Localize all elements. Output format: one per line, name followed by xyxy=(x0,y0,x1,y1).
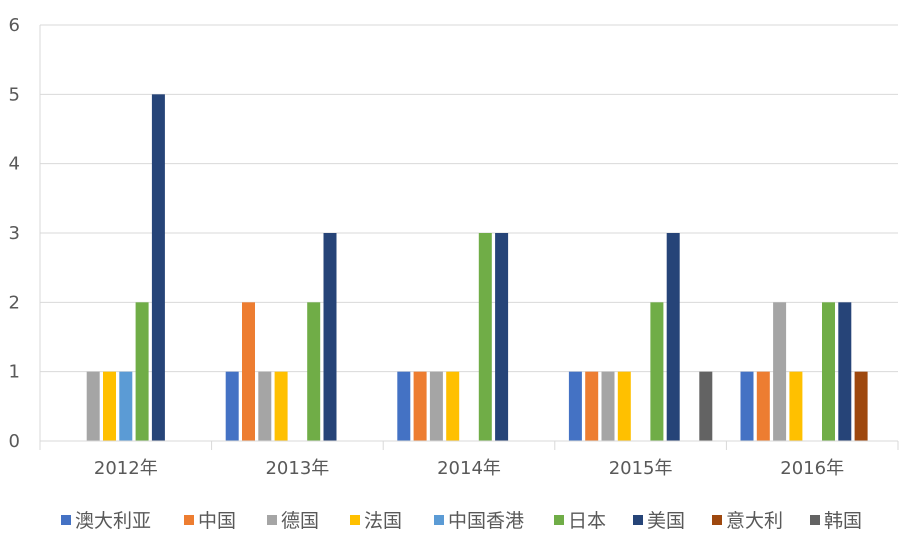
bar xyxy=(740,371,754,441)
bar xyxy=(666,233,680,441)
y-tick-label: 6 xyxy=(9,15,20,36)
bar xyxy=(397,371,411,441)
legend: 澳大利亚 中国 德国 法国 中国香港 日本 美国 意大利 韩国 xyxy=(61,510,862,532)
bar xyxy=(773,302,787,441)
bar xyxy=(258,371,272,441)
bar xyxy=(650,302,664,441)
bar xyxy=(854,371,868,441)
bar xyxy=(429,371,443,441)
bar xyxy=(242,302,255,441)
x-tick-label: 2014年 xyxy=(437,458,501,479)
legend-label: 韩国 xyxy=(824,510,862,532)
x-axis: 2012年 2013年 2014年 2015年 2016年 xyxy=(39,25,899,479)
legend-swatch xyxy=(267,515,277,525)
y-tick-label: 1 xyxy=(9,362,20,383)
legend-swatch xyxy=(434,515,444,525)
bar xyxy=(103,371,116,441)
legend-swatch xyxy=(350,515,360,525)
legend-label: 日本 xyxy=(568,510,606,532)
legend-swatch xyxy=(810,515,820,525)
bar xyxy=(478,233,492,441)
legend-swatch xyxy=(633,515,643,525)
y-tick-label: 2 xyxy=(9,292,20,313)
legend-label: 法国 xyxy=(364,510,402,532)
bars xyxy=(86,94,868,441)
bar xyxy=(838,302,852,441)
bar xyxy=(601,371,615,441)
legend-label: 中国香港 xyxy=(448,510,524,532)
legend-swatch xyxy=(184,515,194,525)
bar xyxy=(86,371,100,441)
bar xyxy=(617,371,631,441)
legend-label: 美国 xyxy=(647,510,685,532)
bar xyxy=(413,371,427,441)
bar xyxy=(789,371,803,441)
bar xyxy=(699,371,713,441)
legend-label: 中国 xyxy=(198,510,236,532)
bar xyxy=(568,371,582,441)
x-tick-label: 2015年 xyxy=(609,458,673,479)
legend-swatch xyxy=(554,515,564,525)
bar xyxy=(307,302,321,441)
bar xyxy=(119,371,133,441)
legend-swatch xyxy=(61,515,71,525)
bar xyxy=(274,371,288,441)
legend-label: 意大利 xyxy=(726,510,783,532)
y-tick-label: 0 xyxy=(9,431,20,452)
x-tick-label: 2013年 xyxy=(265,458,329,479)
bar xyxy=(822,302,835,441)
y-axis-ticks: 0 1 2 3 4 5 6 xyxy=(9,15,20,452)
bar xyxy=(495,233,509,441)
bar xyxy=(585,371,599,441)
bar xyxy=(225,371,239,441)
legend-label: 德国 xyxy=(281,510,319,532)
bar xyxy=(756,371,770,441)
y-tick-label: 4 xyxy=(9,154,20,175)
bar xyxy=(135,302,149,441)
x-tick-label: 2016年 xyxy=(780,458,844,479)
bar xyxy=(446,371,460,441)
legend-label: 澳大利亚 xyxy=(75,510,151,532)
gridlines xyxy=(40,24,898,373)
legend-swatch xyxy=(712,515,722,525)
y-tick-label: 3 xyxy=(9,223,20,244)
y-tick-label: 5 xyxy=(9,84,20,105)
bar xyxy=(151,94,165,441)
bar xyxy=(323,233,337,441)
x-tick-label: 2012年 xyxy=(94,458,158,479)
